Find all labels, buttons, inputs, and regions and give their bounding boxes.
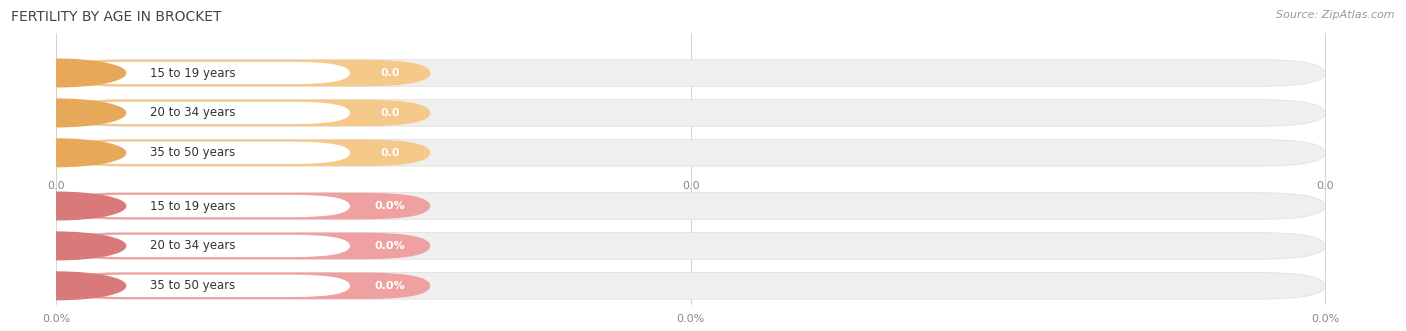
- Text: 0.0: 0.0: [381, 148, 399, 158]
- Text: FERTILITY BY AGE IN BROCKET: FERTILITY BY AGE IN BROCKET: [11, 10, 222, 24]
- FancyBboxPatch shape: [67, 235, 350, 257]
- FancyBboxPatch shape: [56, 233, 1324, 259]
- Text: 0.0: 0.0: [381, 108, 399, 118]
- Circle shape: [0, 192, 125, 220]
- FancyBboxPatch shape: [67, 142, 350, 164]
- FancyBboxPatch shape: [56, 193, 1324, 219]
- Text: 0.0%: 0.0%: [676, 314, 704, 324]
- Text: 0.0%: 0.0%: [1310, 314, 1340, 324]
- FancyBboxPatch shape: [56, 233, 430, 259]
- FancyBboxPatch shape: [56, 139, 1324, 166]
- Text: 0.0%: 0.0%: [42, 314, 70, 324]
- Circle shape: [0, 59, 125, 87]
- FancyBboxPatch shape: [56, 60, 430, 86]
- Text: 15 to 19 years: 15 to 19 years: [150, 200, 235, 213]
- FancyBboxPatch shape: [67, 62, 350, 84]
- FancyBboxPatch shape: [56, 100, 430, 126]
- Text: 0.0: 0.0: [682, 181, 700, 191]
- FancyBboxPatch shape: [56, 193, 430, 219]
- FancyBboxPatch shape: [67, 195, 350, 217]
- FancyBboxPatch shape: [56, 139, 430, 166]
- Circle shape: [0, 232, 125, 260]
- Text: 35 to 50 years: 35 to 50 years: [150, 146, 235, 159]
- FancyBboxPatch shape: [56, 60, 1324, 86]
- Text: 15 to 19 years: 15 to 19 years: [150, 67, 235, 79]
- Circle shape: [0, 99, 125, 127]
- Text: 20 to 34 years: 20 to 34 years: [150, 239, 235, 253]
- Text: 0.0%: 0.0%: [375, 201, 405, 211]
- FancyBboxPatch shape: [67, 102, 350, 124]
- Text: Source: ZipAtlas.com: Source: ZipAtlas.com: [1277, 10, 1395, 20]
- FancyBboxPatch shape: [56, 272, 430, 299]
- Text: 20 to 34 years: 20 to 34 years: [150, 106, 235, 119]
- FancyBboxPatch shape: [56, 272, 1324, 299]
- Circle shape: [0, 272, 125, 300]
- Text: 0.0%: 0.0%: [375, 241, 405, 251]
- Text: 0.0: 0.0: [48, 181, 65, 191]
- FancyBboxPatch shape: [56, 100, 1324, 126]
- Text: 35 to 50 years: 35 to 50 years: [150, 279, 235, 292]
- Text: 0.0%: 0.0%: [375, 281, 405, 291]
- FancyBboxPatch shape: [67, 275, 350, 297]
- Text: 0.0: 0.0: [1316, 181, 1334, 191]
- Text: 0.0: 0.0: [381, 68, 399, 78]
- Circle shape: [0, 139, 125, 166]
